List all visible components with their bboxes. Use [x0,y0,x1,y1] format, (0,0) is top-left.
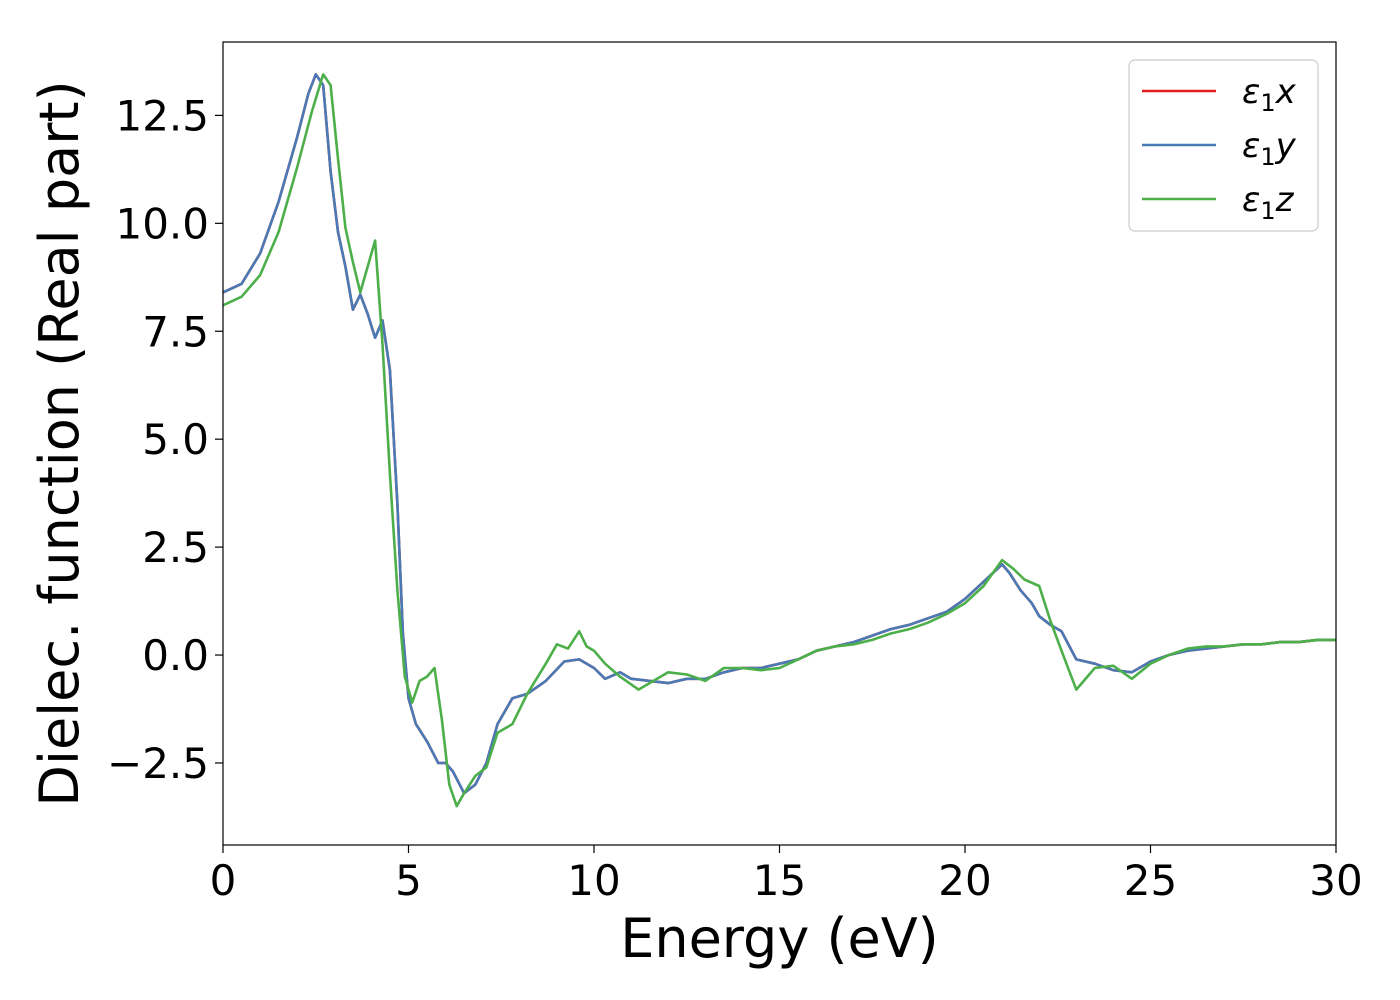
y-tick-label: 12.5 [115,91,209,140]
y-tick-label: 10.0 [115,199,209,248]
legend-label-y: ε1y [1242,126,1297,171]
x-tick-label: 30 [1309,856,1362,905]
y-tick-label: −2.5 [107,739,209,788]
x-tick-label: 5 [395,856,422,905]
y-axis-title: Dielec. function (Real part) [28,80,91,806]
series-line-z [223,73,1336,808]
x-tick-label: 15 [753,856,806,905]
legend-label-z: ε1z [1242,180,1295,225]
legend: ε1x ε1y ε1z [1128,59,1319,232]
x-tick-label: 25 [1124,856,1177,905]
y-tick-label: 5.0 [142,415,209,464]
series-layer [223,73,1336,808]
x-tick-label: 20 [938,856,991,905]
y-tick-label: 7.5 [142,307,209,356]
x-tick-label: 0 [210,856,237,905]
y-tick-label: 0.0 [142,631,209,680]
legend-box [1128,59,1319,232]
axes-layer: 0 5 10 15 20 25 30 −2.5 0.0 2.5 5.0 7.5 10.0 12.5 [107,41,1363,905]
y-tick-label: 2.5 [142,523,209,572]
x-tick-label: 10 [567,856,620,905]
x-axis-title: Energy (eV) [620,907,939,970]
series-line-y [223,73,1336,795]
legend-label-x: ε1x [1242,72,1297,117]
